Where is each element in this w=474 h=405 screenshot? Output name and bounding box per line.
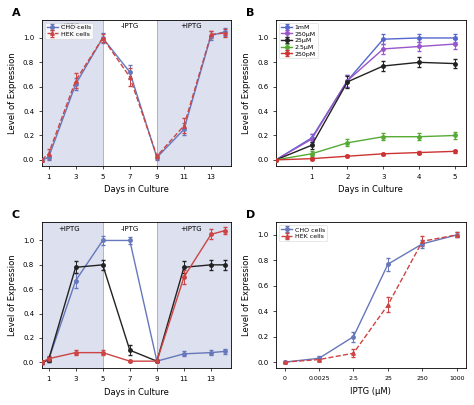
Text: +IPTG: +IPTG (58, 23, 80, 30)
Text: C: C (11, 211, 19, 220)
Legend: CHO cells, HEK cells: CHO cells, HEK cells (279, 225, 327, 241)
X-axis label: Days in Culture: Days in Culture (338, 185, 403, 194)
Y-axis label: Level of Expression: Level of Expression (243, 52, 252, 134)
Text: +IPTG: +IPTG (58, 226, 80, 232)
Bar (157, 20, 231, 166)
Text: +IPTG: +IPTG (180, 226, 201, 232)
Legend: CHO cells, HEK cells: CHO cells, HEK cells (45, 23, 92, 38)
Bar (42, 20, 103, 166)
Text: +IPTG: +IPTG (180, 23, 201, 30)
Text: D: D (246, 211, 255, 220)
Bar (42, 222, 103, 369)
X-axis label: Days in Culture: Days in Culture (104, 388, 169, 396)
Y-axis label: Level of Expression: Level of Expression (9, 52, 18, 134)
Y-axis label: Level of Expression: Level of Expression (9, 254, 18, 336)
Text: A: A (11, 8, 20, 18)
Text: -IPTG: -IPTG (121, 23, 139, 30)
Legend: 1mM, 250μM, 25μM, 2.5μM, 250pM: 1mM, 250μM, 25μM, 2.5μM, 250pM (279, 23, 318, 58)
Text: B: B (246, 8, 254, 18)
Y-axis label: Level of Expression: Level of Expression (243, 254, 252, 336)
X-axis label: Days in Culture: Days in Culture (104, 185, 169, 194)
Bar (157, 222, 231, 369)
X-axis label: IPTG (μM): IPTG (μM) (350, 387, 391, 396)
Text: -IPTG: -IPTG (121, 226, 139, 232)
